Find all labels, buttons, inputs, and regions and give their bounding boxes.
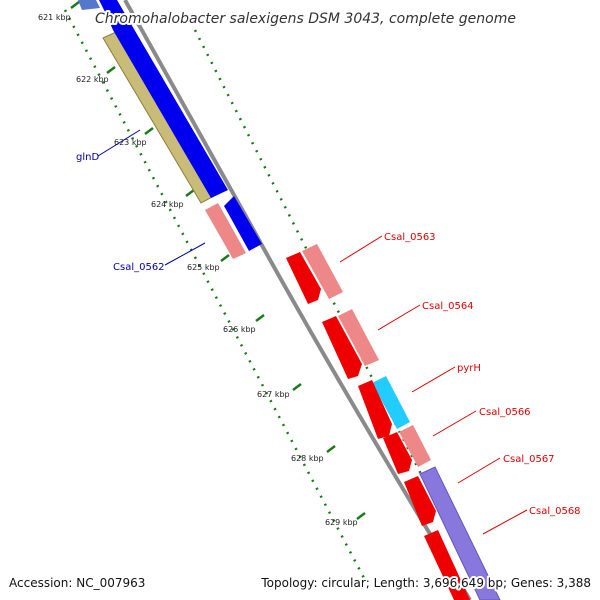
- feature-red-0566: [358, 380, 392, 439]
- topology-text-halo: Topology: circular; Length: 3,696,649 bp…: [260, 576, 591, 590]
- feature-purple-0568: [419, 466, 501, 600]
- feature-salmon-0563: [302, 244, 343, 299]
- tick-label-621: 621 kbp: [38, 13, 71, 22]
- gene-label-csal0564[interactable]: Csal_0564: [422, 301, 474, 312]
- tick-label-623: 623 kbp: [114, 138, 147, 147]
- tick-label-627: 627 kbp: [257, 390, 290, 399]
- feature-blue-top: [78, 0, 100, 10]
- accession-text-halo: Accession: NC_007963: [9, 576, 145, 590]
- feature-red-0568: [404, 476, 436, 526]
- tick-marks: [70, 1, 366, 520]
- tick-label-626: 626 kbp: [223, 325, 256, 334]
- gene-label-csal0563[interactable]: Csal_0563: [384, 232, 436, 243]
- feature-salmon-csal0562: [205, 203, 246, 259]
- map-title-halo: Chromohalobacter salexigens DSM 3043, co…: [95, 11, 516, 27]
- label-leaders: [97, 129, 528, 535]
- feature-red-0563: [286, 252, 321, 304]
- feature-red-0564a: [322, 316, 362, 379]
- map-title: Chromohalobacter salexigens DSM 3043, co…: [95, 11, 516, 27]
- gene-label-csal0567[interactable]: Csal_0567: [503, 454, 555, 465]
- gene-label-csal0566[interactable]: Csal_0566: [479, 407, 531, 418]
- tick-label-629: 629 kbp: [325, 518, 358, 527]
- tick-label-628: 628 kbp: [291, 454, 324, 463]
- topology-text: Topology: circular; Length: 3,696,649 bp…: [260, 576, 591, 590]
- feature-salmon-0564: [338, 309, 379, 366]
- gene-label-glnD[interactable]: glnD: [76, 152, 99, 163]
- gene-label-csal0568[interactable]: Csal_0568: [529, 506, 581, 517]
- accession-text: Accession: NC_007963: [9, 576, 145, 590]
- tick-label-624: 624 kbp: [151, 200, 184, 209]
- tick-label-625: 625 kbp: [187, 263, 220, 272]
- feature-red-bottom: [424, 530, 470, 600]
- feature-red-0567: [383, 432, 412, 474]
- scale-ring: [63, 9, 367, 581]
- gene-label-csal0562[interactable]: Csal_0562: [113, 262, 165, 273]
- feature-blue-arrow: [224, 196, 262, 251]
- feature-salmon-0566: [399, 425, 431, 467]
- tick-label-622: 622 kbp: [76, 75, 109, 84]
- feature-blue-large: [99, 0, 228, 198]
- feature-cyan-pyrH: [372, 376, 410, 429]
- gene-label-pyrH[interactable]: pyrH: [457, 363, 481, 374]
